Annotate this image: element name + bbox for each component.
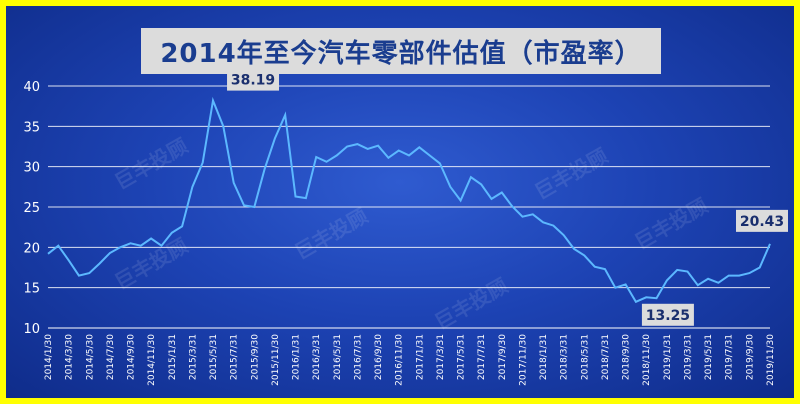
x-tick-label: 2017/7/31 bbox=[477, 334, 487, 380]
x-tick-label: 2016/7/31 bbox=[353, 334, 363, 380]
x-tick-label: 2019/1/31 bbox=[663, 334, 673, 380]
x-tick-label: 2017/9/30 bbox=[498, 334, 508, 380]
annotations: 38.19 13.25 20.43 bbox=[227, 68, 788, 326]
y-tick-label: 30 bbox=[23, 161, 40, 176]
x-tick-label: 2015/5/31 bbox=[209, 334, 219, 380]
x-tick-label: 2018/1/31 bbox=[539, 334, 549, 380]
x-tick-label: 2019/3/31 bbox=[683, 334, 693, 380]
watermark-3: 巨丰投顾 bbox=[631, 194, 712, 255]
data-label: 38.19 bbox=[231, 73, 275, 89]
x-tick-label: 2016/1/31 bbox=[292, 334, 302, 380]
x-tick-label: 2017/1/31 bbox=[415, 334, 425, 380]
x-tick-label: 2019/7/31 bbox=[725, 334, 735, 380]
x-tick-label: 2016/3/31 bbox=[312, 334, 322, 380]
x-tick-label: 2015/3/31 bbox=[188, 334, 198, 380]
x-tick-label: 2016/9/30 bbox=[374, 334, 384, 380]
gridlines bbox=[48, 85, 770, 329]
x-tick-label: 2018/9/30 bbox=[622, 334, 632, 380]
chart-title: 2014年至今汽车零部件估值（市盈率） bbox=[160, 38, 642, 69]
y-tick-label: 15 bbox=[23, 282, 40, 297]
chart-title-box: 2014年至今汽车零部件估值（市盈率） bbox=[141, 28, 661, 74]
data-label: 13.25 bbox=[646, 308, 690, 324]
x-tick-label: 2014/9/30 bbox=[127, 334, 137, 380]
x-tick-label: 2019/11/30 bbox=[766, 334, 776, 386]
watermark-4: 巨丰投顾 bbox=[111, 234, 192, 295]
x-tick-label: 2015/9/30 bbox=[250, 334, 260, 380]
x-tick-label: 2016/11/30 bbox=[395, 334, 405, 386]
y-axis: 10 15 20 25 30 35 40 bbox=[23, 80, 40, 337]
x-axis: 2014/1/30 2014/3/30 2014/5/30 2014/7/30 2014… bbox=[44, 334, 776, 386]
x-tick-label: 2018/11/30 bbox=[642, 334, 652, 386]
series-line bbox=[47, 96, 771, 304]
watermark-5: 巨丰投顾 bbox=[431, 274, 512, 335]
y-tick-label: 35 bbox=[23, 120, 40, 135]
data-label-box bbox=[641, 303, 694, 326]
x-tick-label: 2015/7/31 bbox=[230, 334, 240, 380]
x-tick-label: 2019/5/31 bbox=[704, 334, 714, 380]
watermark-0: 巨丰投顾 bbox=[111, 134, 192, 195]
x-tick-label: 2017/11/30 bbox=[518, 334, 528, 386]
watermark-2: 巨丰投顾 bbox=[531, 144, 612, 205]
x-tick-label: 2018/5/31 bbox=[580, 334, 590, 380]
watermark-1: 巨丰投顾 bbox=[291, 204, 372, 265]
x-tick-label: 2014/7/30 bbox=[106, 334, 116, 380]
chart-frame: 2014年至今汽车零部件估值（市盈率） bbox=[3, 3, 797, 401]
x-tick-label: 2014/5/30 bbox=[85, 334, 95, 380]
y-tick-label: 40 bbox=[23, 80, 40, 95]
y-tick-label: 10 bbox=[23, 322, 40, 337]
x-tick-label: 2014/1/30 bbox=[44, 334, 54, 380]
y-tick-label: 25 bbox=[23, 201, 40, 216]
x-tick-label: 2015/11/30 bbox=[271, 334, 281, 386]
y-tick-label: 20 bbox=[23, 241, 40, 256]
x-tick-label: 2019/9/30 bbox=[745, 334, 755, 380]
data-label-box bbox=[736, 209, 788, 232]
x-tick-label: 2017/5/31 bbox=[457, 334, 467, 380]
x-tick-label: 2016/5/31 bbox=[333, 334, 343, 380]
x-tick-label: 2018/3/31 bbox=[560, 334, 570, 380]
x-tick-label: 2015/1/31 bbox=[168, 334, 178, 380]
x-tick-label: 2018/7/31 bbox=[601, 334, 611, 380]
x-tick-label: 2017/3/31 bbox=[436, 334, 446, 380]
data-label-box bbox=[227, 68, 280, 91]
data-label: 20.43 bbox=[740, 214, 784, 230]
x-tick-label: 2014/11/30 bbox=[147, 334, 157, 386]
x-tick-label: 2014/3/30 bbox=[65, 334, 75, 380]
